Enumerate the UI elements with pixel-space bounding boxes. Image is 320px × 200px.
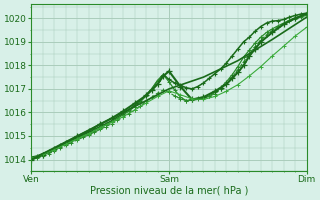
X-axis label: Pression niveau de la mer( hPa ): Pression niveau de la mer( hPa ) (90, 186, 248, 196)
